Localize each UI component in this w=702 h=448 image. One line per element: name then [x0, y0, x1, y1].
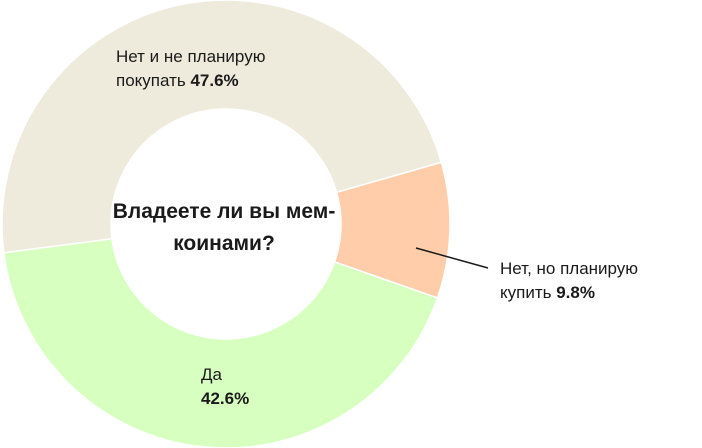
slice-label-text: Да — [201, 365, 222, 384]
slice-value: 47.6% — [190, 71, 239, 90]
donut-slice-2 — [1, 0, 443, 254]
slice-label-text: Нет и не планирую — [116, 47, 266, 66]
slice-label-yes: Да 42.6% — [201, 363, 249, 411]
slice-value: 42.6% — [201, 389, 250, 408]
slice-label-text: Нет, но планирую — [500, 259, 639, 278]
donut-slices — [1, 0, 451, 448]
chart-title: Владеете ли вы мем-коинами? — [102, 196, 346, 260]
slice-value: 9.8% — [556, 283, 595, 302]
chart-title-text: Владеете ли вы мем-коинами? — [112, 200, 336, 255]
slice-label-no-but-planning: Нет, но планирую купить 9.8% — [500, 257, 638, 305]
leader-line — [415, 247, 489, 269]
donut-slice-1 — [3, 237, 439, 448]
slice-label-no-not-planning: Нет и не планирую покупать 47.6% — [116, 45, 265, 93]
slice-label-text-2: покупать — [116, 71, 186, 90]
slice-label-text-2: купить — [500, 283, 552, 302]
